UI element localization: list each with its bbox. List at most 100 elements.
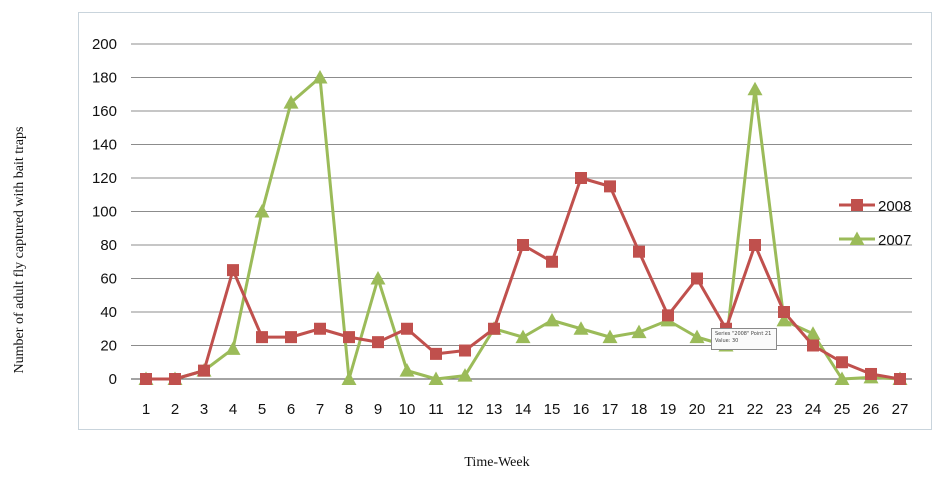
x-tick-label: 18 (631, 401, 648, 418)
legend-item-2007: 2007 (839, 231, 911, 249)
x-tick-label: 20 (689, 401, 706, 418)
x-tick-label: 4 (229, 401, 237, 418)
data-point-2008 (749, 239, 761, 251)
data-point-2008 (227, 264, 239, 277)
x-tick-label: 27 (892, 401, 909, 418)
data-point-2008 (633, 245, 645, 258)
data-point-2007 (631, 324, 647, 339)
y-tick-label: 40 (100, 304, 117, 321)
legend-label: 2008 (878, 198, 911, 215)
x-tick-label: 24 (805, 401, 822, 418)
data-point-2007 (283, 95, 299, 109)
data-point-2008 (314, 322, 326, 335)
data-point-2007 (544, 312, 560, 327)
y-tick-label: 160 (92, 103, 117, 120)
data-point-2008 (865, 367, 877, 380)
x-tick-label: 10 (399, 401, 416, 418)
data-point-2007 (457, 368, 473, 382)
gridlines (131, 43, 912, 346)
data-point-2007 (254, 204, 270, 218)
data-point-2008 (778, 306, 790, 318)
data-point-2008 (662, 309, 674, 322)
data-point-2008 (517, 239, 529, 251)
y-axis-title: Number of adult fly captured with bait t… (12, 126, 27, 374)
data-point-2008 (691, 272, 703, 285)
data-point-2007 (689, 329, 705, 344)
data-point-2008 (459, 344, 471, 357)
x-axis-title: Time-Week (464, 455, 530, 470)
x-tick-label: 19 (660, 401, 677, 418)
x-tick-label: 1 (142, 401, 150, 418)
x-tick-label: 7 (316, 401, 324, 418)
x-tick-label: 15 (544, 401, 561, 418)
x-tick-label: 5 (258, 401, 266, 418)
x-tick-label: 2 (171, 401, 179, 418)
data-point-2008 (836, 356, 848, 369)
y-tick-label: 20 (100, 338, 117, 355)
y-tick-label: 200 (92, 36, 117, 53)
x-tick-label: 14 (515, 401, 532, 418)
data-point-2007 (225, 341, 241, 355)
y-tick-label: 120 (92, 170, 117, 187)
y-tick-label: 100 (92, 204, 117, 221)
x-tick-label: 11 (428, 401, 444, 418)
data-point-2007 (747, 81, 763, 96)
x-tick-label: 23 (776, 401, 793, 418)
data-point-2008 (343, 331, 355, 344)
data-point-2008 (575, 172, 587, 184)
data-point-2007 (515, 329, 531, 344)
data-point-2007 (805, 326, 821, 340)
data-point-2008 (430, 347, 442, 360)
x-tick-label: 26 (863, 401, 880, 418)
series-layer (138, 70, 908, 385)
tooltip-series-line: Series "2008" Point 21 (715, 331, 772, 337)
x-tick-label: 21 (718, 401, 735, 418)
y-tick-label: 0 (109, 371, 117, 388)
y-tick-label: 60 (100, 271, 117, 288)
series-2008 (140, 172, 906, 385)
x-tick-label: 9 (374, 401, 382, 418)
x-tick-label: 3 (200, 401, 208, 418)
data-point-2007 (834, 371, 850, 385)
y-tick-label: 140 (92, 137, 117, 154)
tooltip-value-line: Value: 30 (715, 338, 739, 344)
y-axis-tick-labels: 0 20 40 60 80 100 120 140 160 180 200 (92, 36, 117, 388)
legend: 2008 2007 (839, 198, 911, 249)
data-point-2007 (428, 371, 444, 385)
legend-marker (851, 199, 863, 211)
y-tick-label: 80 (100, 237, 117, 254)
data-point-2008 (807, 339, 819, 352)
x-axis: 1 2 3 4 5 6 7 8 9 10 11 12 13 14 15 16 17 18 19 20 21 22 23 24 2… (131, 378, 912, 418)
x-tick-label: 22 (747, 401, 764, 418)
y-tick-label: 180 (92, 70, 117, 87)
data-point-2008 (140, 373, 152, 385)
data-point-2008 (198, 364, 210, 377)
data-point-2008 (372, 336, 384, 349)
x-tick-label: 13 (486, 401, 503, 418)
chart-area (78, 12, 932, 430)
x-tick-label: 8 (345, 401, 353, 418)
x-tick-label: 17 (602, 401, 619, 418)
data-point-2007 (370, 271, 386, 285)
data-point-2008 (894, 373, 906, 385)
data-point-tooltip: Series "2008" Point 21 Value: 30 (711, 328, 777, 350)
series-2007 (138, 70, 908, 385)
x-tick-label: 16 (573, 401, 590, 418)
legend-marker (849, 231, 865, 245)
data-point-2008 (401, 322, 413, 335)
x-tick-label: 12 (457, 401, 474, 418)
legend-item-2008: 2008 (839, 198, 911, 215)
data-point-2008 (604, 180, 616, 193)
data-point-2008 (169, 373, 181, 385)
data-point-2007 (602, 329, 618, 344)
x-tick-label: 25 (834, 401, 851, 418)
legend-label: 2007 (878, 232, 911, 249)
data-point-2007 (399, 363, 415, 377)
x-tick-label: 6 (287, 401, 295, 418)
data-point-2008 (256, 331, 268, 344)
data-point-2007 (776, 312, 792, 327)
data-point-2007 (341, 371, 357, 385)
data-point-2007 (573, 321, 589, 335)
data-point-2008 (488, 322, 500, 335)
